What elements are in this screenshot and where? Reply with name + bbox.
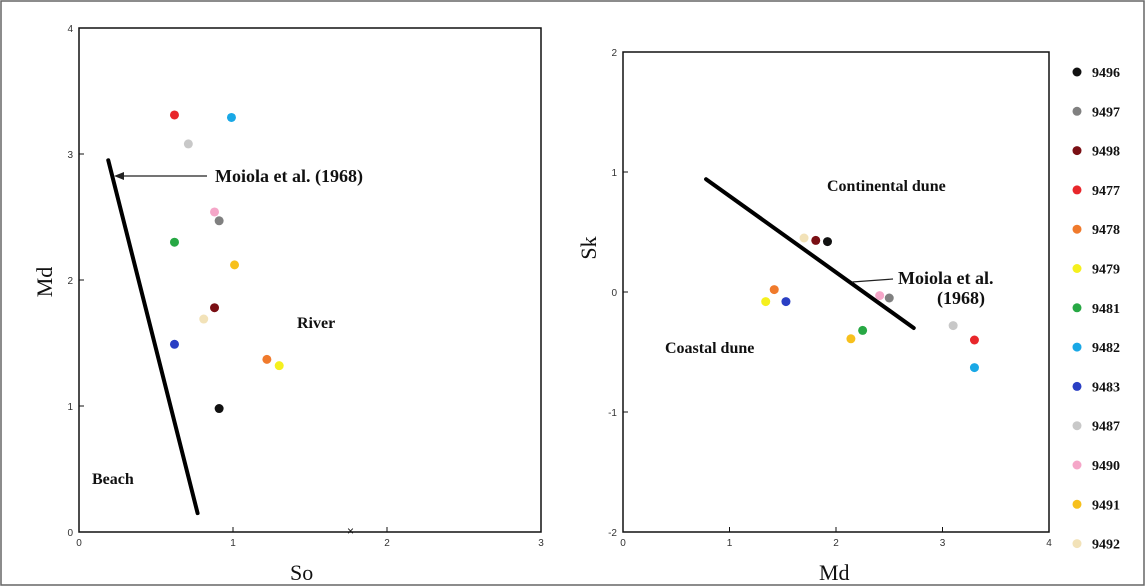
annotation-moiola-right-1: Moiola et al. bbox=[898, 268, 993, 288]
boundary-line-right bbox=[704, 177, 916, 330]
legend-label-9490: 9490 bbox=[1092, 459, 1120, 474]
legend-marker-9490 bbox=[1072, 460, 1082, 470]
x-tick-label: 4 bbox=[1046, 538, 1052, 549]
data-point-9490 bbox=[210, 207, 220, 217]
legend-marker-9498 bbox=[1072, 146, 1082, 156]
tick-labels-right: 0 1 2 3 4 -2 -1 0 1 2 bbox=[608, 48, 1052, 549]
legend-label-9477: 9477 bbox=[1092, 184, 1120, 199]
data-point-9498 bbox=[210, 303, 220, 313]
y-tick-label: 2 bbox=[67, 276, 73, 287]
y-tick-label: 2 bbox=[611, 48, 617, 59]
legend-label-9496: 9496 bbox=[1092, 66, 1120, 81]
x-tick-label: 2 bbox=[384, 538, 390, 549]
data-point-9497 bbox=[884, 293, 894, 303]
x-tick-label: 0 bbox=[620, 538, 626, 549]
moiola-arrowhead-left bbox=[114, 172, 124, 180]
data-point-9478 bbox=[769, 285, 779, 295]
legend-label-9492: 9492 bbox=[1092, 538, 1120, 553]
legend-label-9491: 9491 bbox=[1092, 498, 1120, 513]
x-mark: × bbox=[347, 524, 354, 538]
legend-marker-9497 bbox=[1072, 106, 1082, 116]
data-point-9482 bbox=[969, 363, 979, 373]
annotation-beach: Beach bbox=[92, 471, 134, 488]
data-point-9490 bbox=[875, 291, 885, 301]
x-tick-label: 3 bbox=[538, 538, 544, 549]
legend-marker-9487 bbox=[1072, 421, 1082, 431]
legend: 9496 9497 9498 9477 9478 9479 9481 9482 9483 9487… bbox=[1072, 66, 1120, 553]
data-point-9481 bbox=[169, 237, 179, 247]
data-point-9477 bbox=[969, 335, 979, 345]
legend-label-9497: 9497 bbox=[1092, 105, 1120, 120]
data-point-9483 bbox=[781, 297, 791, 307]
x-axis-label-right: Md bbox=[819, 560, 850, 585]
data-point-9496 bbox=[214, 404, 224, 414]
data-point-9478 bbox=[262, 354, 272, 364]
y-tick-label: 1 bbox=[67, 402, 73, 413]
legend-marker-9483 bbox=[1072, 381, 1082, 391]
legend-label-9498: 9498 bbox=[1092, 145, 1120, 160]
data-point-9483 bbox=[169, 339, 179, 349]
y-tick-label: 3 bbox=[67, 150, 73, 161]
data-point-9487 bbox=[183, 139, 193, 149]
legend-marker-9479 bbox=[1072, 264, 1082, 273]
data-point-9492 bbox=[799, 233, 809, 243]
y-tick-label: 4 bbox=[67, 24, 73, 35]
moiola-boundary-line bbox=[704, 177, 916, 330]
moiola-pointer-right bbox=[851, 278, 894, 283]
data-point-9496 bbox=[822, 237, 832, 247]
x-tick-label: 2 bbox=[833, 538, 839, 549]
data-point-9482 bbox=[226, 112, 236, 122]
data-point-9479 bbox=[761, 297, 771, 307]
legend-label-9487: 9487 bbox=[1092, 420, 1120, 435]
legend-label-9479: 9479 bbox=[1092, 263, 1120, 278]
annotation-continental: Continental dune bbox=[827, 178, 946, 195]
x-tick-label: 3 bbox=[940, 538, 946, 549]
points-right bbox=[761, 233, 979, 373]
ticks-left bbox=[78, 27, 542, 533]
data-point-9477 bbox=[169, 110, 179, 120]
y-axis-label-left: Md bbox=[32, 267, 57, 298]
x-tick-label: 1 bbox=[230, 538, 236, 549]
annotation-moiola-left: Moiola et al. (1968) bbox=[215, 166, 363, 187]
legend-marker-9492 bbox=[1072, 539, 1082, 549]
data-point-9487 bbox=[948, 321, 958, 331]
data-point-9491 bbox=[230, 260, 240, 270]
x-tick-label: 1 bbox=[727, 538, 733, 549]
legend-marker-9482 bbox=[1072, 342, 1082, 352]
x-axis-label-left: So bbox=[290, 560, 313, 585]
chart-sk-vs-md: 0 1 2 3 4 -2 -1 0 1 2 Continental dune Coastal du… bbox=[576, 48, 1052, 585]
annotation-moiola-right-2: (1968) bbox=[937, 288, 985, 309]
data-point-9481 bbox=[858, 325, 868, 335]
y-tick-label: 1 bbox=[611, 168, 617, 179]
y-tick-label: -1 bbox=[608, 408, 617, 419]
ticks-right bbox=[622, 51, 1050, 533]
data-point-9491 bbox=[846, 334, 856, 344]
legend-marker-9481 bbox=[1072, 303, 1082, 313]
tick-labels-left: 0 1 2 3 0 1 2 3 4 bbox=[67, 24, 544, 549]
legend-label-9478: 9478 bbox=[1092, 223, 1120, 238]
moiola-boundary-line bbox=[106, 158, 200, 516]
legend-marker-9496 bbox=[1072, 67, 1082, 77]
y-axis-label-right: Sk bbox=[576, 236, 601, 259]
y-tick-label: 0 bbox=[611, 288, 617, 299]
y-tick-label: -2 bbox=[608, 528, 617, 539]
legend-label-9482: 9482 bbox=[1092, 341, 1120, 356]
annotation-river: River bbox=[297, 315, 335, 332]
points-left bbox=[169, 110, 284, 414]
boundary-line-left bbox=[106, 158, 200, 516]
data-point-9497 bbox=[214, 216, 224, 226]
chart-md-vs-so: 0 1 2 3 0 1 2 3 4 Moiola et al. (1968) River Bea… bbox=[32, 24, 544, 585]
x-tick-label: 0 bbox=[76, 538, 82, 549]
data-point-9492 bbox=[199, 314, 209, 324]
legend-label-9483: 9483 bbox=[1092, 380, 1120, 395]
legend-marker-9491 bbox=[1072, 499, 1082, 509]
legend-label-9481: 9481 bbox=[1092, 302, 1120, 317]
data-point-9479 bbox=[274, 361, 284, 371]
legend-marker-9477 bbox=[1072, 185, 1082, 195]
legend-marker-9478 bbox=[1072, 224, 1082, 234]
y-tick-label: 0 bbox=[67, 528, 73, 539]
data-point-9498 bbox=[811, 235, 821, 245]
annotation-coastal: Coastal dune bbox=[665, 340, 754, 357]
